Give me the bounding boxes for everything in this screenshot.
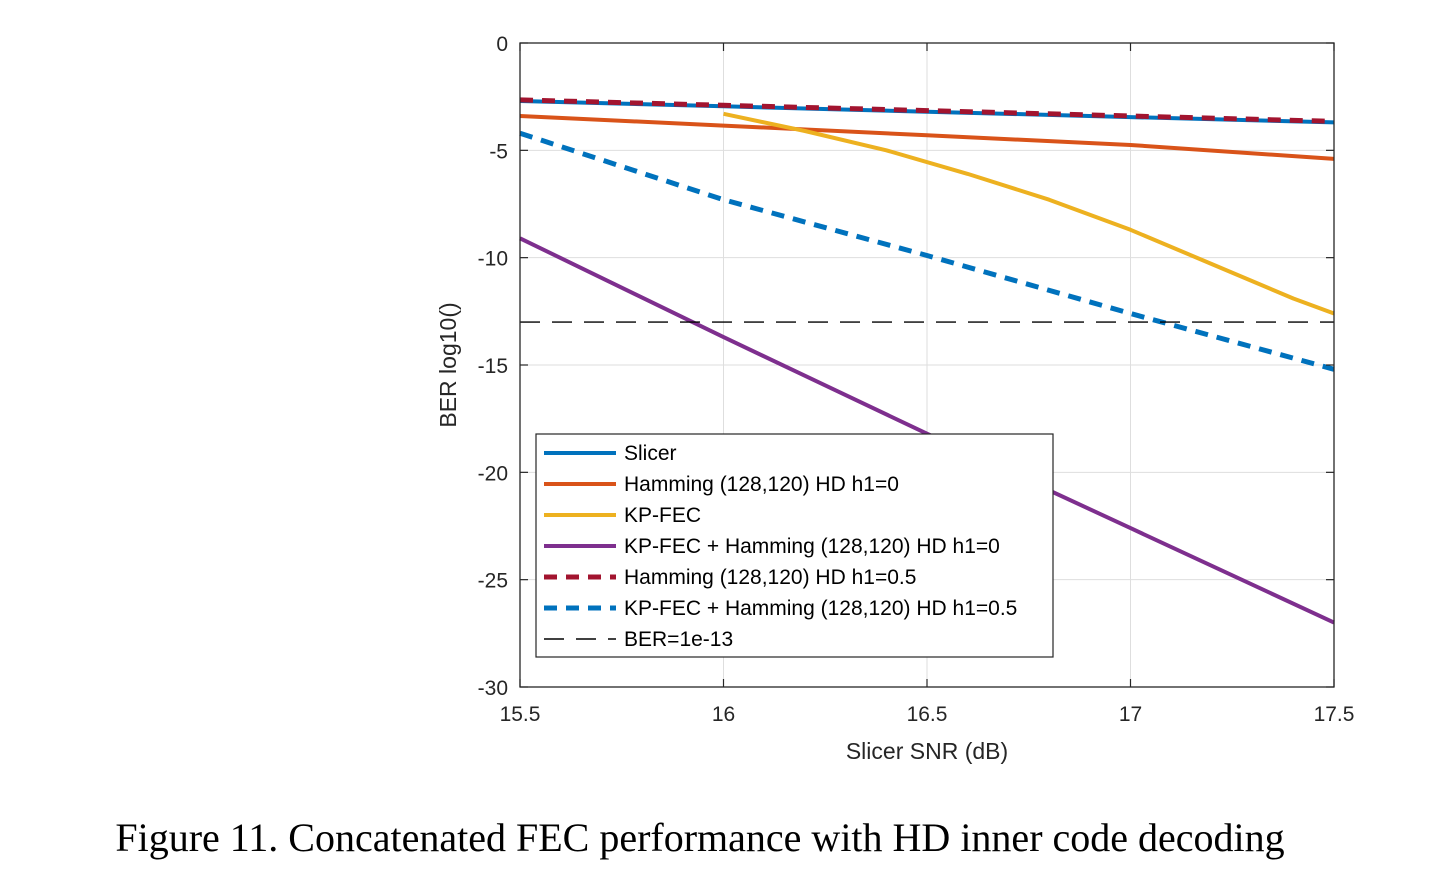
y-tick-label: -20 — [478, 462, 508, 485]
legend: Slicer Hamming (128,120) HD h1=0 KP-FEC KP-… — [535, 433, 1054, 658]
x-tick-label: 17 — [1119, 703, 1142, 726]
legend-label-4: KP-FEC + Hamming (128,120) HD h1=0 — [624, 535, 1000, 558]
y-tick-label: -25 — [478, 570, 508, 593]
series-line-6 — [519, 130, 1335, 372]
figure-caption: Figure 11. Concatenated FEC performance … — [115, 815, 1285, 860]
legend-label-7: BER=1e-13 — [624, 628, 733, 651]
ber-chart: 15.5 16 16.5 17 17.5 0 -5 -10 -15 -20 -25 -30 Slic… — [435, 33, 1355, 764]
x-tick-label: 17.5 — [1314, 703, 1355, 726]
series-line-2 — [519, 114, 1335, 161]
legend-box — [535, 433, 1054, 658]
y-tick-label: 0 — [496, 33, 508, 56]
y-tick-label: -5 — [489, 140, 508, 163]
legend-label-5: Hamming (128,120) HD h1=0.5 — [624, 566, 916, 589]
x-tick-label: 16 — [712, 703, 735, 726]
series-line-3 — [723, 111, 1335, 316]
y-tick-label: -15 — [478, 355, 508, 378]
legend-label-6: KP-FEC + Hamming (128,120) HD h1=0.5 — [624, 597, 1017, 620]
legend-label-3: KP-FEC — [624, 504, 701, 527]
series-line-5 — [519, 97, 1335, 124]
x-tick-label: 15.5 — [500, 703, 541, 726]
y-tick-label: -10 — [478, 248, 508, 271]
legend-label-1: Slicer — [624, 442, 677, 465]
x-axis-label: Slicer SNR (dB) — [846, 738, 1008, 764]
y-axis-label: BER log10() — [435, 302, 461, 427]
y-axis: 0 -5 -10 -15 -20 -25 -30 — [478, 33, 1334, 700]
legend-label-2: Hamming (128,120) HD h1=0 — [624, 473, 899, 496]
x-tick-label: 16.5 — [907, 703, 948, 726]
y-tick-label: -30 — [478, 677, 508, 700]
series-layer — [519, 97, 1335, 625]
x-axis: 15.5 16 16.5 17 17.5 — [500, 43, 1355, 726]
